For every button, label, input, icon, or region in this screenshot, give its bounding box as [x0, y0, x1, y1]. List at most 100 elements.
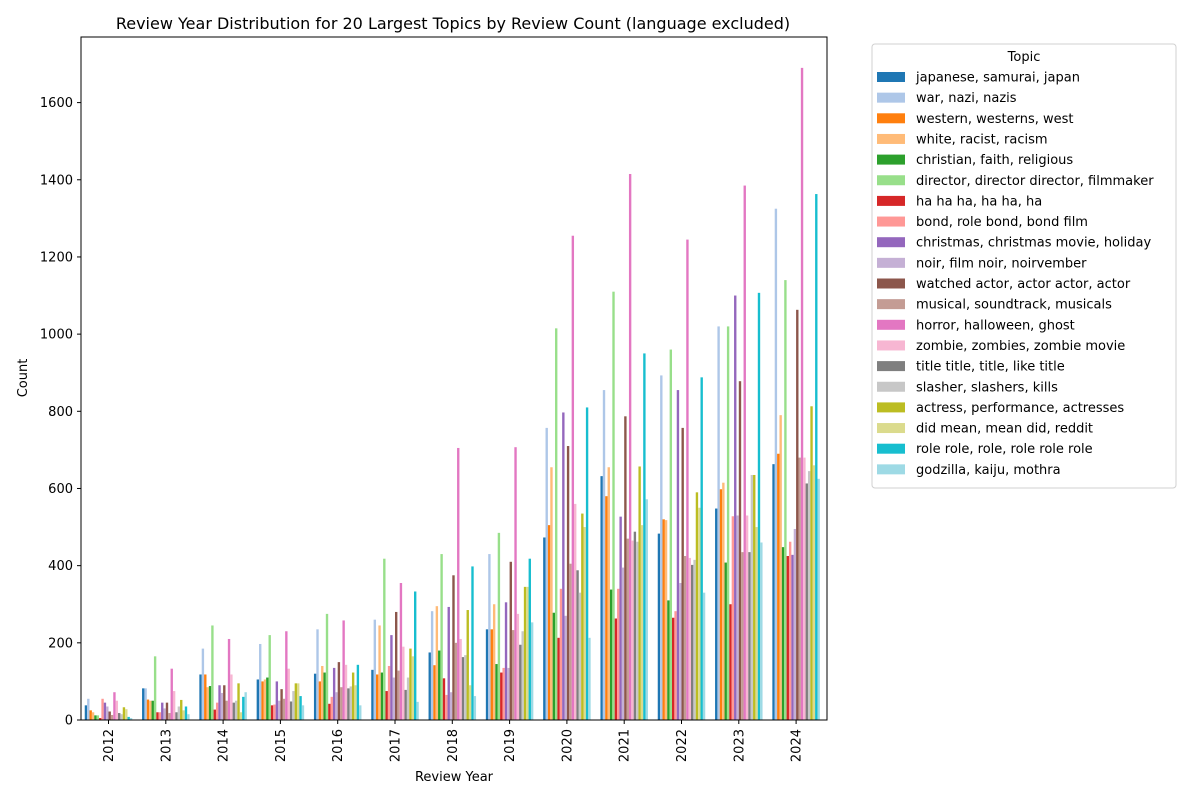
- y-tick-label: 0: [65, 714, 73, 729]
- bar: [719, 489, 723, 720]
- bar: [278, 700, 281, 720]
- x-tick-label: 2018: [446, 729, 461, 762]
- x-tick-label: 2013: [159, 729, 174, 762]
- bar: [609, 589, 613, 720]
- x-axis-label: Review Year: [415, 770, 494, 785]
- bar: [738, 381, 742, 720]
- bar: [645, 499, 648, 720]
- x-tick-label: 2016: [331, 729, 346, 762]
- bar: [120, 714, 123, 720]
- y-tick-label: 1000: [40, 328, 73, 343]
- bar: [519, 644, 522, 720]
- bar: [301, 705, 305, 720]
- bar: [543, 537, 546, 720]
- bar: [261, 681, 264, 720]
- bar: [550, 467, 553, 720]
- legend-label: title title, title, like title: [916, 360, 1065, 375]
- bar: [607, 467, 610, 720]
- bar: [693, 559, 696, 720]
- x-tick-label: 2014: [217, 729, 232, 762]
- bar: [266, 677, 269, 720]
- x-tick-label: 2022: [675, 729, 690, 762]
- bar: [798, 457, 801, 720]
- bar: [602, 390, 606, 720]
- legend-swatch: [877, 443, 905, 454]
- bar: [736, 515, 739, 720]
- bar: [351, 672, 355, 720]
- bar: [507, 667, 510, 720]
- legend-label: ha ha ha, ha ha, ha: [916, 194, 1042, 209]
- legend-swatch: [877, 299, 905, 310]
- bar: [552, 612, 556, 720]
- legend-label: white, racist, racism: [916, 132, 1048, 147]
- bar: [280, 689, 283, 720]
- x-tick-label: 2021: [618, 729, 633, 762]
- bar: [273, 704, 276, 720]
- bar: [151, 700, 154, 720]
- bar: [578, 592, 582, 720]
- bar: [772, 464, 775, 720]
- legend-swatch: [877, 72, 905, 82]
- bar: [411, 656, 415, 720]
- bar: [199, 674, 202, 720]
- bar: [788, 541, 792, 720]
- bar: [638, 466, 641, 720]
- legend-label: role role, role, role role role: [916, 442, 1093, 457]
- legend-swatch: [877, 423, 905, 434]
- plot-frame: [80, 36, 828, 721]
- bar: [669, 349, 673, 720]
- legend-label: godzilla, kaiju, mothra: [916, 463, 1061, 478]
- bar: [318, 681, 322, 720]
- bar: [528, 558, 531, 720]
- bar: [796, 309, 799, 720]
- bar: [373, 619, 377, 720]
- bar: [435, 606, 439, 720]
- bar: [490, 629, 493, 720]
- bar: [688, 557, 692, 720]
- bar: [760, 542, 763, 720]
- bar: [87, 698, 90, 720]
- bar: [492, 604, 496, 720]
- bar: [755, 527, 758, 720]
- y-tick-label: 200: [48, 636, 73, 651]
- legend-label: japanese, samurai, japan: [915, 71, 1080, 86]
- x-tick-label: 2023: [732, 729, 747, 762]
- bar: [299, 696, 302, 720]
- bar: [349, 686, 352, 720]
- y-tick-label: 1200: [40, 250, 73, 265]
- bar: [817, 478, 820, 720]
- bar: [168, 713, 171, 720]
- bar: [383, 558, 386, 720]
- bar: [664, 520, 668, 720]
- bar: [679, 583, 682, 720]
- bar: [213, 709, 216, 720]
- bar: [313, 673, 317, 720]
- bar: [447, 606, 450, 720]
- bar: [91, 712, 95, 720]
- bar: [774, 208, 778, 720]
- legend-label: zombie, zombies, zombie movie: [916, 339, 1125, 354]
- legend-swatch: [877, 113, 905, 124]
- bar: [633, 531, 637, 720]
- bar: [440, 554, 443, 720]
- bar: [223, 685, 226, 720]
- bar: [509, 561, 512, 720]
- bar: [385, 691, 388, 720]
- bar: [600, 476, 603, 720]
- bar: [662, 519, 665, 720]
- x-tick-label: 2015: [274, 729, 289, 762]
- bar: [106, 706, 109, 720]
- bar: [387, 665, 391, 720]
- legend-label: slasher, slashers, kills: [916, 380, 1058, 395]
- bar: [227, 638, 231, 720]
- bar: [342, 620, 345, 720]
- bar: [163, 708, 166, 720]
- bar: [521, 631, 524, 720]
- bar: [628, 173, 632, 721]
- bar: [409, 648, 412, 720]
- bar: [404, 689, 407, 720]
- bar: [576, 570, 579, 720]
- legend-label: christmas, christmas movie, holiday: [916, 236, 1151, 251]
- bar: [142, 688, 145, 720]
